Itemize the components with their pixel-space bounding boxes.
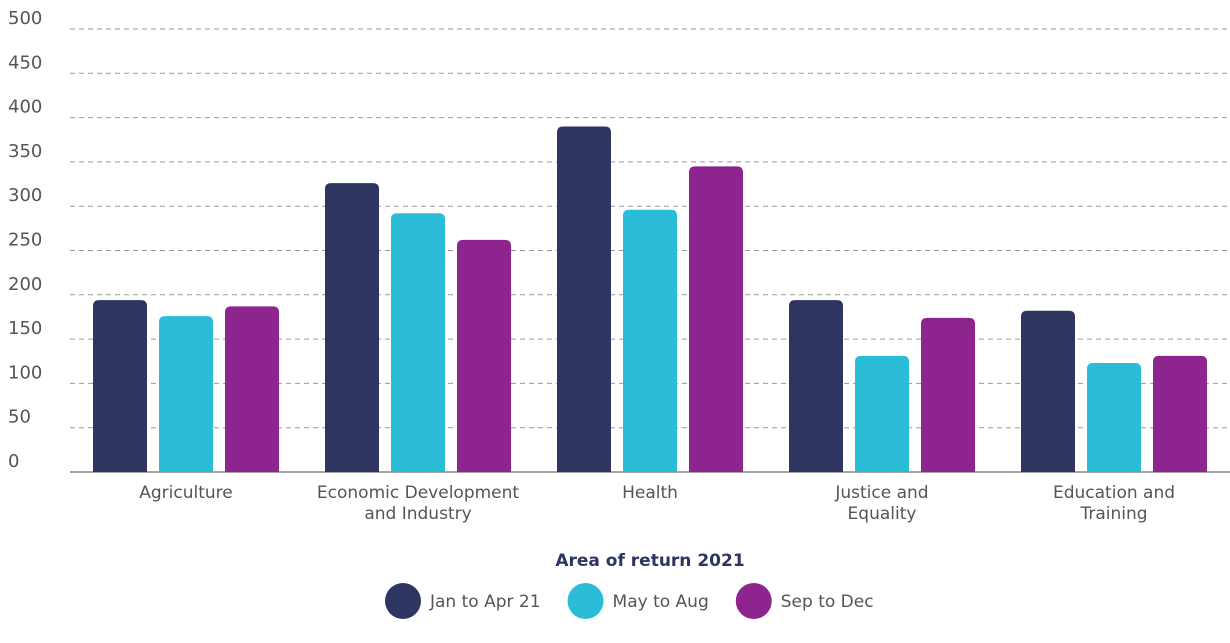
bar — [557, 126, 611, 473]
y-tick-label: 400 — [8, 97, 42, 118]
x-tick-label: Justice and Equality — [835, 483, 929, 524]
bar — [1087, 363, 1141, 472]
y-tick-label: 50 — [8, 407, 31, 428]
bar — [391, 213, 445, 472]
bar — [159, 316, 213, 472]
y-tick-label: 450 — [8, 52, 42, 73]
y-tick-label: 350 — [8, 141, 42, 162]
legend-swatch — [735, 583, 772, 619]
x-tick-label: Economic Development and Industry — [316, 483, 520, 524]
bar — [325, 183, 379, 472]
bar — [689, 166, 743, 472]
y-tick-label: 500 — [8, 8, 42, 29]
bar — [1021, 310, 1075, 472]
x-tick-label: Education and Training — [1052, 483, 1176, 524]
y-tick-label: 200 — [8, 274, 42, 295]
bar — [225, 306, 279, 472]
bar — [1153, 355, 1207, 472]
bar — [623, 209, 677, 472]
bar — [457, 239, 511, 472]
legend-label: May to Aug — [613, 592, 709, 612]
bar — [855, 355, 909, 472]
bar — [93, 300, 147, 472]
bar — [789, 300, 843, 472]
legend-label: Jan to Apr 21 — [429, 592, 541, 612]
bar — [921, 317, 975, 472]
legend-swatch — [385, 583, 421, 619]
y-tick-label: 0 — [8, 451, 19, 472]
legend-swatch — [567, 583, 604, 619]
y-tick-label: 150 — [8, 318, 42, 339]
x-axis-label: Area of return 2021 — [555, 551, 744, 571]
y-tick-label: 250 — [8, 230, 42, 251]
x-tick-label: Agriculture — [139, 483, 233, 503]
legend-label: Sep to Dec — [781, 592, 874, 612]
y-tick-label: 300 — [8, 185, 42, 206]
y-tick-label: 100 — [8, 362, 42, 383]
x-tick-label: Health — [622, 483, 678, 503]
